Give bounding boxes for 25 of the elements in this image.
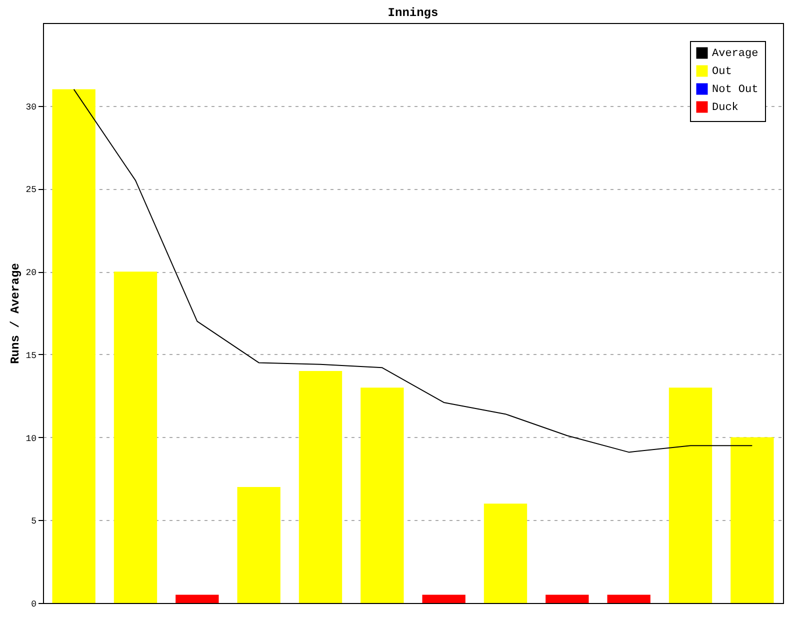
y-tick-label: 15: [26, 350, 36, 361]
bar: [52, 89, 96, 603]
bar: [546, 594, 589, 603]
bar: [237, 487, 280, 603]
y-tick-label: 5: [31, 516, 36, 527]
y-tick-label: 0: [31, 600, 36, 610]
bar: [668, 388, 712, 603]
legend-label: Average: [712, 48, 758, 60]
bar: [422, 594, 466, 603]
bar: [114, 272, 158, 603]
legend-label: Not Out: [712, 84, 758, 96]
bar: [730, 437, 774, 603]
bar: [360, 388, 404, 603]
bar: [176, 594, 219, 603]
y-axis-title: Runs / Average: [8, 263, 23, 364]
bar: [607, 594, 650, 603]
legend-label: Duck: [712, 102, 739, 114]
y-tick-label: 25: [26, 185, 36, 196]
legend-label: Out: [712, 66, 732, 78]
y-tick-label: 10: [26, 434, 36, 444]
chart-title: Innings: [388, 6, 438, 20]
y-tick-label: 30: [26, 102, 36, 112]
bar: [298, 371, 342, 603]
y-tick-label: 20: [26, 268, 36, 278]
bar: [484, 504, 528, 603]
